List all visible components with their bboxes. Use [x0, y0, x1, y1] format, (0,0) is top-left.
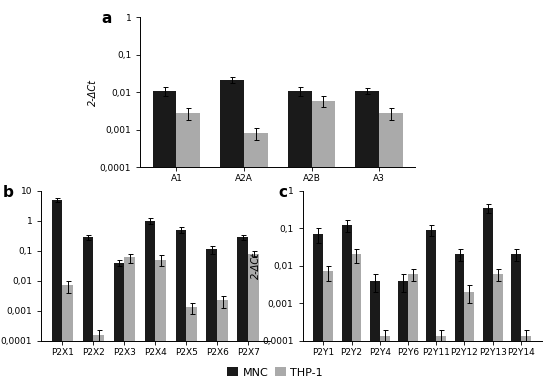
- Bar: [521, 336, 531, 385]
- Bar: [436, 336, 446, 385]
- Bar: [408, 274, 418, 385]
- Bar: [153, 91, 177, 385]
- Bar: [63, 285, 73, 385]
- Bar: [398, 281, 408, 385]
- Bar: [311, 101, 335, 385]
- Bar: [370, 281, 379, 385]
- Bar: [145, 221, 156, 385]
- Bar: [455, 254, 465, 385]
- Y-axis label: 2-ΔCt: 2-ΔCt: [89, 79, 98, 106]
- Bar: [82, 237, 94, 385]
- Bar: [426, 230, 436, 385]
- Bar: [155, 259, 166, 385]
- Text: a: a: [102, 11, 112, 26]
- Y-axis label: 2-ΔCt: 2-ΔCt: [251, 252, 261, 279]
- Bar: [351, 254, 361, 385]
- Bar: [323, 271, 333, 385]
- Bar: [342, 225, 351, 385]
- Bar: [175, 229, 186, 385]
- Bar: [511, 254, 521, 385]
- Bar: [206, 249, 217, 385]
- Bar: [493, 274, 503, 385]
- Bar: [94, 335, 104, 385]
- Bar: [124, 257, 135, 385]
- Bar: [221, 80, 244, 385]
- Bar: [186, 307, 197, 385]
- Bar: [238, 237, 248, 385]
- Bar: [379, 113, 403, 385]
- Bar: [483, 208, 493, 385]
- Bar: [52, 199, 63, 385]
- Bar: [355, 91, 379, 385]
- Text: b: b: [2, 184, 13, 199]
- Bar: [465, 292, 475, 385]
- Bar: [314, 234, 323, 385]
- Bar: [379, 336, 389, 385]
- Bar: [244, 132, 268, 385]
- Bar: [248, 254, 259, 385]
- Text: c: c: [278, 184, 288, 199]
- Bar: [177, 113, 200, 385]
- Bar: [113, 263, 124, 385]
- Bar: [288, 91, 311, 385]
- Legend: MNC, THP-1: MNC, THP-1: [227, 367, 323, 378]
- Bar: [217, 300, 228, 385]
